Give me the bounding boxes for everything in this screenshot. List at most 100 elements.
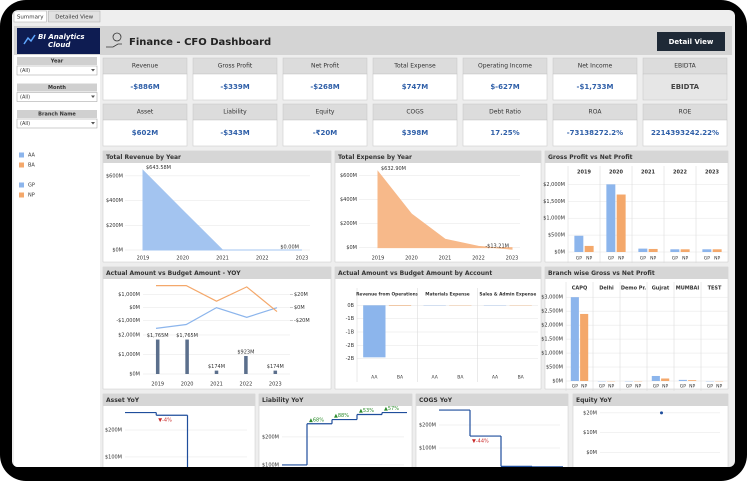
bar bbox=[244, 355, 248, 374]
bar bbox=[670, 249, 680, 252]
series-label: NP bbox=[618, 256, 624, 262]
y-tick-label: $500M bbox=[546, 365, 563, 371]
filter-label-box bbox=[17, 83, 97, 92]
legend-label: GP bbox=[28, 183, 35, 189]
dropdown-arrow bbox=[91, 95, 95, 98]
point bbox=[660, 411, 663, 415]
chart-title-bar bbox=[573, 394, 728, 406]
y-tick-label: $400M bbox=[340, 197, 357, 203]
data-label: $174M bbox=[267, 364, 284, 370]
legend-swatch bbox=[19, 192, 24, 198]
series-label: GP bbox=[704, 256, 710, 262]
category-label: TEST bbox=[708, 286, 722, 292]
bar bbox=[580, 313, 589, 381]
category-label: 2023 bbox=[705, 170, 719, 176]
legend-swatch bbox=[19, 152, 24, 158]
series-label: GP bbox=[608, 256, 614, 262]
y-tick-label: $400M bbox=[106, 198, 123, 204]
x-tick-label: 2019 bbox=[137, 256, 150, 262]
filter-dropdown[interactable] bbox=[16, 118, 98, 129]
tab[interactable] bbox=[13, 10, 47, 23]
annotation: ▼-44% bbox=[472, 439, 489, 445]
chart-panel bbox=[102, 266, 332, 390]
category-label: CAPQ bbox=[572, 286, 587, 292]
category-label: 2021 bbox=[210, 382, 223, 388]
y-tick-label: $0M bbox=[554, 250, 565, 256]
detail-button[interactable] bbox=[657, 32, 725, 51]
tab[interactable] bbox=[48, 10, 101, 23]
kpi-label: ROE bbox=[679, 109, 692, 116]
category-label: 2021 bbox=[641, 170, 655, 176]
kpi-label: Net Profit bbox=[311, 63, 340, 70]
chart-title-bar bbox=[416, 394, 568, 406]
filter-value[interactable]: (All) bbox=[20, 68, 30, 74]
kpi-value-box bbox=[192, 73, 278, 101]
kpi-label: Gross Profit bbox=[218, 63, 253, 70]
y-tick-label: $0M bbox=[346, 245, 357, 251]
series-label: BA bbox=[457, 375, 464, 381]
chart-panel bbox=[102, 393, 256, 467]
filter-value[interactable]: (All) bbox=[20, 95, 30, 101]
chart-panel bbox=[415, 393, 569, 467]
chart-title-bar bbox=[103, 151, 331, 163]
y-tick-label: $600M bbox=[340, 173, 357, 179]
category-label: Materials Expense bbox=[425, 292, 469, 298]
kpi-value: -$1,733M bbox=[577, 83, 614, 91]
series-label: NP bbox=[650, 256, 656, 262]
logo-text: BI Analytics bbox=[38, 33, 85, 41]
chart-title-bar bbox=[545, 151, 728, 163]
annotation: ▲57% bbox=[384, 406, 399, 412]
kpi-value: $602M bbox=[132, 129, 158, 137]
category-label: Gujrat bbox=[652, 286, 670, 292]
x-tick-label: 2020 bbox=[176, 256, 189, 262]
kpi-value-box bbox=[552, 73, 638, 101]
y-tick-label: $0M bbox=[294, 305, 305, 311]
filter-label: Month bbox=[48, 85, 66, 91]
title-icon bbox=[106, 32, 122, 48]
filter-value[interactable]: (All) bbox=[20, 121, 30, 127]
series-label: GP bbox=[672, 256, 678, 262]
kpi-value-box bbox=[372, 73, 458, 101]
y-tick-label: $0M bbox=[586, 450, 597, 456]
bar bbox=[606, 184, 616, 252]
filter-dropdown[interactable] bbox=[16, 92, 98, 102]
y-tick-label: $10M bbox=[583, 430, 597, 436]
line bbox=[156, 284, 278, 313]
annotation: ▲88% bbox=[334, 413, 349, 419]
filter-label: Branch Name bbox=[38, 112, 76, 118]
tab-label[interactable]: Detailed View bbox=[55, 15, 93, 21]
bar bbox=[648, 248, 658, 252]
x-tick-label: 2023 bbox=[506, 256, 519, 262]
y-tick-label: $600M bbox=[106, 173, 123, 179]
chart-title: Total Revenue by Year bbox=[106, 154, 181, 161]
bar bbox=[363, 305, 386, 358]
chart-title: Actual Amount vs Budget Amount by Accoun… bbox=[338, 270, 492, 277]
y-tick-label: -$1,000M bbox=[116, 318, 140, 324]
y-tick-label: $200M bbox=[106, 223, 123, 229]
kpi-label: Total Expense bbox=[393, 63, 436, 70]
chart-title-bar bbox=[335, 267, 541, 279]
y-tick-label: $2,500M bbox=[541, 309, 563, 315]
kpi-value: 17.25% bbox=[490, 129, 519, 137]
series-label: AA bbox=[492, 375, 499, 381]
series-label: NP bbox=[586, 256, 592, 262]
x-tick-label: 2021 bbox=[439, 256, 452, 262]
y-tick-label: -1B bbox=[346, 316, 355, 322]
series-label: NP bbox=[635, 384, 641, 390]
y-tick-label: $2,000M bbox=[541, 323, 563, 329]
series-label: GP bbox=[640, 256, 646, 262]
series-label: NP bbox=[714, 256, 720, 262]
data-label: $1,765M bbox=[176, 333, 198, 339]
kpi-value-box bbox=[462, 119, 548, 147]
legend-label: NP bbox=[28, 193, 35, 199]
tab-label[interactable]: Summary bbox=[17, 15, 44, 21]
filter-dropdown[interactable] bbox=[16, 65, 98, 76]
data-label: -$13.21M bbox=[485, 244, 509, 250]
data-label: $1,765M bbox=[147, 333, 169, 339]
series-label: GP bbox=[572, 384, 578, 390]
y-tick-label: $100M bbox=[262, 462, 279, 468]
series-label: GP bbox=[680, 384, 686, 390]
kpi-value-box bbox=[642, 119, 728, 147]
kpi-label: Asset bbox=[137, 109, 154, 116]
detail-button-label[interactable]: Detail View bbox=[669, 38, 714, 46]
